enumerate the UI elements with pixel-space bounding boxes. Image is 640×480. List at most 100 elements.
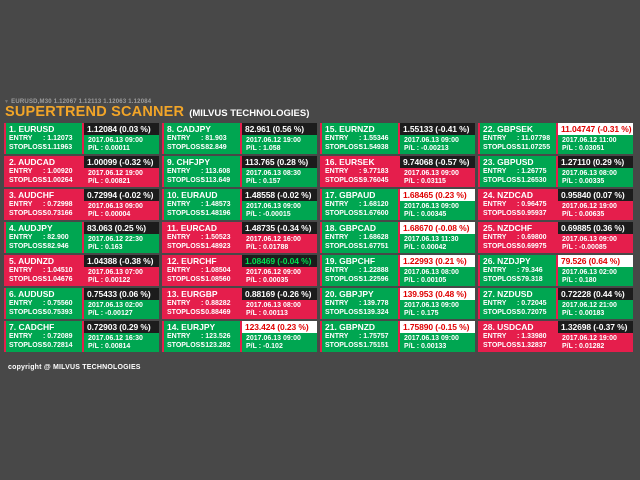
pair-name: 9. CHFJPY: [167, 157, 210, 167]
pair-panel[interactable]: 2. AUDCAD ENTRY : 1.00920 STOPLOSS : 1.0…: [4, 156, 159, 187]
entry-row: ENTRY : 81.903: [164, 135, 240, 144]
stoploss-label: STOPLOSS: [9, 176, 47, 184]
entry-label: ENTRY: [167, 135, 191, 142]
entry-value: : 1.75757: [359, 333, 389, 340]
stoploss-value: : 1.48196: [201, 209, 231, 217]
pair-panel[interactable]: 21. GBPNZD ENTRY : 1.75757 STOPLOSS : 1.…: [320, 321, 475, 352]
pair-panel[interactable]: 3. AUDCHF ENTRY : 0.72998 STOPLOSS : 0.7…: [4, 189, 159, 220]
pair-panel[interactable]: 25. NZDCHF ENTRY : 0.69800 STOPLOSS : 0.…: [478, 222, 633, 253]
signal-datetime: 2017.06.13 09:00: [562, 236, 617, 243]
pair-panel[interactable]: 9. CHFJPY ENTRY : 113.608 STOPLOSS : 113…: [162, 156, 317, 187]
signal-datetime: 2017.06.12 16:30: [88, 335, 143, 342]
pair-panel[interactable]: 13. EURGBP ENTRY : 0.88282 STOPLOSS : 0.…: [162, 288, 317, 319]
price-display: 0.88169 (-0.26 %): [242, 288, 317, 300]
signal-details: 2017.06.12 19:00 P/L : 0.00821: [84, 168, 159, 187]
stoploss-row: STOPLOSS : 82.946: [6, 243, 82, 252]
pair-panel[interactable]: 20. GBPJPY ENTRY : 139.778 STOPLOSS : 13…: [320, 288, 475, 319]
pl-value: P/L : 0.03051: [562, 145, 605, 152]
price-display: 1.00099 (-0.32 %): [84, 156, 159, 168]
signal-datetime: 2017.06.13 11:30: [404, 236, 459, 243]
pair-panel[interactable]: 14. EURJPY ENTRY : 123.526 STOPLOSS : 12…: [162, 321, 317, 352]
stoploss-value: : 0.69975: [517, 242, 547, 250]
pl-value: P/L : 0.157: [246, 178, 281, 185]
stoploss-label: STOPLOSS: [325, 341, 363, 349]
entry-row: ENTRY : 1.22888: [322, 267, 398, 276]
stoploss-row: STOPLOSS : 0.95937: [480, 210, 556, 219]
pair-panel[interactable]: 15. EURNZD ENTRY : 1.55346 STOPLOSS : 1.…: [320, 123, 475, 154]
price-display: 1.04388 (-0.38 %): [84, 255, 159, 267]
entry-value: : 1.50523: [201, 234, 231, 241]
pl-value: P/L : 0.00345: [404, 211, 447, 218]
pair-panel[interactable]: 12. EURCHF ENTRY : 1.08504 STOPLOSS : 1.…: [162, 255, 317, 286]
stoploss-label: STOPLOSS: [325, 275, 363, 283]
entry-value: : 0.96475: [517, 201, 547, 208]
signal-datetime: 2017.06.12 19:00: [562, 335, 617, 342]
entry-label: ENTRY: [9, 201, 33, 208]
entry-value: : 1.33980: [517, 333, 547, 340]
pair-panel[interactable]: 10. EURAUD ENTRY : 1.48573 STOPLOSS : 1.…: [162, 189, 317, 220]
price-display: 1.27110 (0.29 %): [558, 156, 633, 168]
pair-quote-cell: 0.69885 (0.36 %) 2017.06.13 09:00 P/L : …: [558, 222, 633, 253]
price-display: 0.72903 (0.29 %): [84, 321, 159, 333]
collapse-arrow-icon[interactable]: ▼: [4, 99, 10, 105]
pair-panel[interactable]: 11. EURCAD ENTRY : 1.50523 STOPLOSS : 1.…: [162, 222, 317, 253]
pair-panel[interactable]: 19. GBPCHF ENTRY : 1.22888 STOPLOSS : 1.…: [320, 255, 475, 286]
pair-quote-cell: 1.68465 (0.23 %) 2017.06.13 09:00 P/L : …: [400, 189, 475, 220]
pair-panel[interactable]: 27. NZDUSD ENTRY : 0.72045 STOPLOSS : 0.…: [478, 288, 633, 319]
stoploss-row: STOPLOSS : 1.54938: [322, 144, 398, 153]
pair-panel[interactable]: 18. GBPCAD ENTRY : 1.68628 STOPLOSS : 1.…: [320, 222, 475, 253]
pair-info-cell: 27. NZDUSD ENTRY : 0.72045 STOPLOSS : 0.…: [480, 288, 556, 319]
pl-value: P/L : 0.180: [562, 277, 597, 284]
entry-row: ENTRY : 1.75757: [322, 333, 398, 342]
pair-panel[interactable]: 1. EURUSD ENTRY : 1.12073 STOPLOSS : 1.1…: [4, 123, 159, 154]
stoploss-row: STOPLOSS : 1.08560: [164, 276, 240, 285]
stoploss-label: STOPLOSS: [483, 275, 521, 283]
pl-value: P/L : -0.00015: [246, 211, 291, 218]
pair-info-cell: 18. GBPCAD ENTRY : 1.68628 STOPLOSS : 1.…: [322, 222, 398, 253]
pair-name: 24. NZDCAD: [483, 190, 534, 200]
pair-quote-cell: 123.424 (0.23 %) 2017.06.13 09:00 P/L : …: [242, 321, 317, 352]
price-display: 83.063 (0.25 %): [84, 222, 159, 234]
pair-quote-cell: 1.04388 (-0.38 %) 2017.06.13 07:00 P/L :…: [84, 255, 159, 286]
stoploss-label: STOPLOSS: [167, 242, 205, 250]
stoploss-value: : 1.04676: [43, 275, 73, 283]
pair-panel[interactable]: 16. EURSEK ENTRY : 9.77183 STOPLOSS : 9.…: [320, 156, 475, 187]
entry-value: : 82.900: [43, 234, 69, 241]
pair-quote-cell: 139.953 (0.48 %) 2017.06.13 09:00 P/L : …: [400, 288, 475, 319]
pair-quote-cell: 1.27110 (0.29 %) 2017.06.13 08:00 P/L : …: [558, 156, 633, 187]
signal-details: 2017.06.13 08:00 P/L : 0.00105: [400, 267, 475, 286]
entry-value: : 1.55346: [359, 135, 389, 142]
pair-panel[interactable]: 5. AUDNZD ENTRY : 1.04510 STOPLOSS : 1.0…: [4, 255, 159, 286]
entry-label: ENTRY: [483, 234, 507, 241]
pair-panel[interactable]: 8. CADJPY ENTRY : 81.903 STOPLOSS : 82.8…: [162, 123, 317, 154]
pair-quote-cell: 1.00099 (-0.32 %) 2017.06.12 19:00 P/L :…: [84, 156, 159, 187]
pair-panel[interactable]: 7. CADCHF ENTRY : 0.72089 STOPLOSS : 0.7…: [4, 321, 159, 352]
pair-panel[interactable]: 4. AUDJPY ENTRY : 82.900 STOPLOSS : 82.9…: [4, 222, 159, 253]
pair-panel[interactable]: 26. NZDJPY ENTRY : 79.346 STOPLOSS : 79.…: [478, 255, 633, 286]
entry-label: ENTRY: [167, 333, 191, 340]
price-display: 1.48558 (-0.02 %): [242, 189, 317, 201]
entry-row: ENTRY : 1.50523: [164, 234, 240, 243]
entry-value: : 9.77183: [359, 168, 389, 175]
pl-value: P/L : 0.00011: [88, 145, 130, 152]
pair-panel[interactable]: 17. GBPAUD ENTRY : 1.68120 STOPLOSS : 1.…: [320, 189, 475, 220]
entry-row: ENTRY : 0.72045: [480, 300, 556, 309]
signal-details: 2017.06.12 11:00 P/L : 0.03051: [558, 135, 633, 154]
pl-value: P/L : 0.00335: [562, 178, 605, 185]
price-display: 1.32698 (-0.37 %): [558, 321, 633, 333]
signal-details: 2017.06.13 07:00 P/L : 0.00122: [84, 267, 159, 286]
pair-name: 17. GBPAUD: [325, 190, 376, 200]
signal-datetime: 2017.06.13 08:00: [246, 302, 301, 309]
pair-panel[interactable]: 6. AUDUSD ENTRY : 0.75560 STOPLOSS : 0.7…: [4, 288, 159, 319]
pair-quote-cell: 1.22993 (0.21 %) 2017.06.13 08:00 P/L : …: [400, 255, 475, 286]
pair-panel[interactable]: 22. GBPSEK ENTRY : 11.07798 STOPLOSS : 1…: [478, 123, 633, 154]
stoploss-value: : 11.07255: [517, 143, 551, 151]
entry-label: ENTRY: [167, 300, 191, 307]
pair-panel[interactable]: 28. USDCAD ENTRY : 1.33980 STOPLOSS : 1.…: [478, 321, 633, 352]
pair-panel[interactable]: 24. NZDCAD ENTRY : 0.96475 STOPLOSS : 0.…: [478, 189, 633, 220]
pair-panel[interactable]: 23. GBPUSD ENTRY : 1.26775 STOPLOSS : 1.…: [478, 156, 633, 187]
pair-info-cell: 16. EURSEK ENTRY : 9.77183 STOPLOSS : 9.…: [322, 156, 398, 187]
entry-row: ENTRY : 0.75560: [6, 300, 82, 309]
stoploss-row: STOPLOSS : 82.849: [164, 144, 240, 153]
pair-info-cell: 20. GBPJPY ENTRY : 139.778 STOPLOSS : 13…: [322, 288, 398, 319]
